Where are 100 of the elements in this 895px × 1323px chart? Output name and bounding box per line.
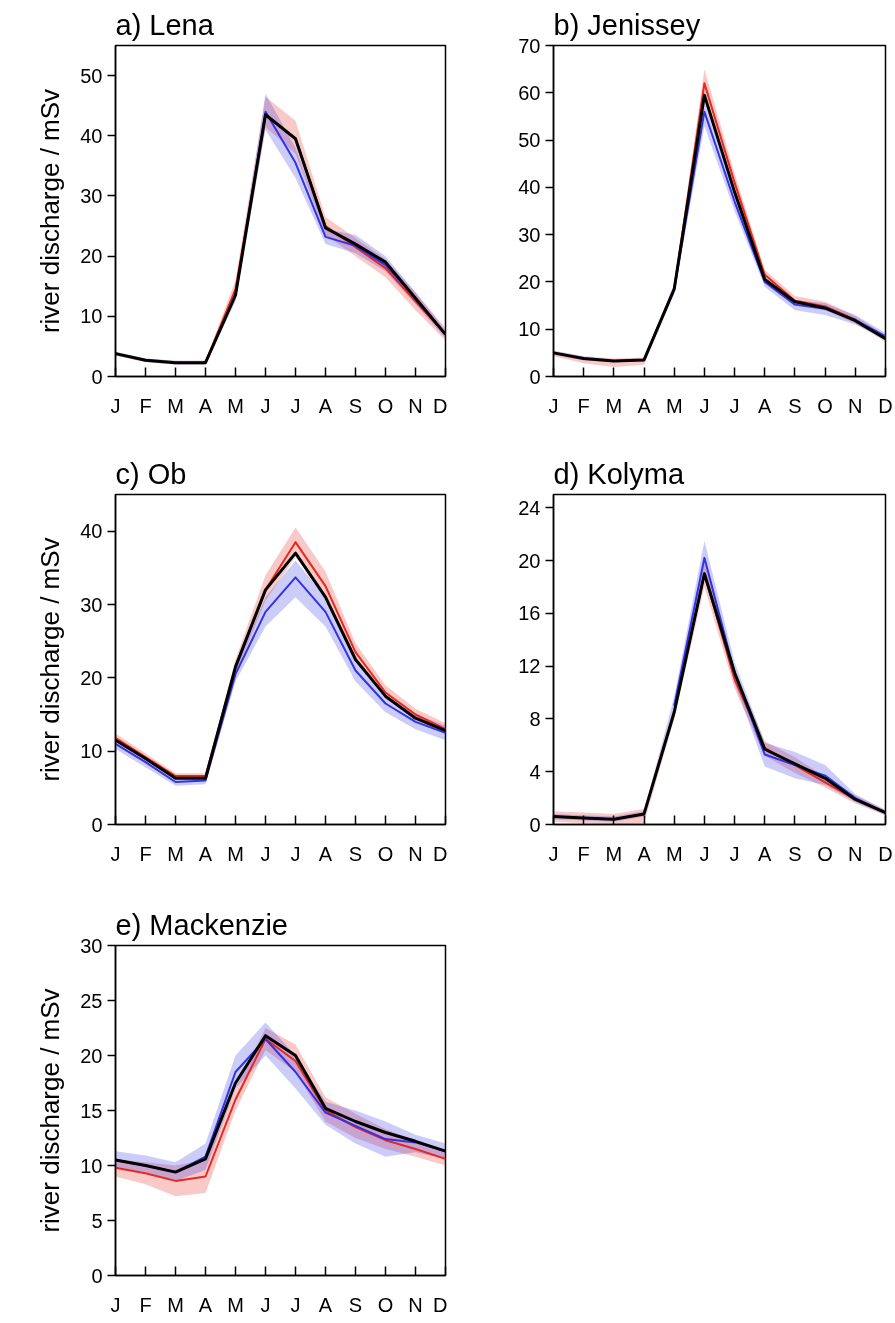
- x-tick-label: J: [290, 394, 301, 417]
- x-tick-label: M: [665, 842, 683, 865]
- x-tick-label: D: [433, 394, 448, 417]
- y-tick-label: 20: [518, 549, 541, 572]
- x-tick-label: J: [548, 842, 559, 865]
- x-tick-label: J: [110, 842, 121, 865]
- y-axis-title: river discharge / mSv: [35, 537, 66, 782]
- x-tick-label: F: [139, 1293, 152, 1316]
- y-tick-label: 30: [80, 934, 103, 957]
- x-tick-label: O: [817, 842, 833, 865]
- y-tick-label: 16: [518, 602, 541, 625]
- x-tick-label: J: [260, 842, 271, 865]
- y-axis-title: river discharge / mSv: [35, 88, 66, 334]
- x-tick-label: M: [227, 842, 244, 865]
- y-tick-label: 30: [80, 593, 103, 616]
- x-tick-label: S: [348, 1293, 363, 1316]
- y-tick-label: 30: [80, 184, 103, 207]
- x-tick-label: N: [848, 394, 863, 417]
- x-tick-label: F: [577, 394, 590, 417]
- x-tick-label: A: [318, 1293, 333, 1316]
- y-tick-label: 20: [80, 1044, 103, 1067]
- x-tick-label: J: [290, 842, 301, 865]
- y-tick-label: 10: [80, 740, 103, 763]
- x-tick-label: D: [878, 842, 893, 865]
- chart-title: c) Ob: [115, 457, 187, 490]
- x-tick-label: J: [729, 394, 740, 417]
- x-tick-label: M: [605, 842, 623, 865]
- x-tick-label: S: [788, 842, 802, 865]
- y-tick-label: 24: [518, 496, 541, 519]
- x-tick-label: A: [198, 842, 213, 865]
- x-tick-label: M: [227, 1293, 244, 1316]
- x-tick-label: M: [167, 394, 184, 417]
- y-tick-label: 60: [518, 81, 541, 104]
- y-tick-label: 0: [91, 365, 103, 388]
- x-tick-label: A: [198, 1293, 213, 1316]
- x-tick-label: N: [848, 842, 863, 865]
- x-tick-label: M: [227, 394, 244, 417]
- y-tick-label: 8: [529, 707, 541, 730]
- x-tick-label: A: [637, 842, 652, 865]
- y-tick-label: 20: [80, 666, 103, 689]
- x-tick-label: A: [318, 842, 333, 865]
- y-tick-label: 12: [518, 655, 541, 678]
- y-tick-label: 10: [80, 305, 103, 328]
- x-tick-label: N: [408, 394, 423, 417]
- y-tick-label: 0: [91, 1264, 103, 1287]
- y-tick-label: 15: [80, 1099, 103, 1122]
- x-tick-label: O: [377, 842, 394, 865]
- y-tick-label: 5: [91, 1209, 103, 1232]
- y-tick-label: 10: [80, 1154, 103, 1177]
- x-tick-label: A: [198, 394, 213, 417]
- y-tick-label: 0: [91, 813, 103, 836]
- x-tick-label: A: [637, 394, 652, 417]
- x-tick-label: J: [110, 394, 121, 417]
- x-tick-label: J: [290, 1293, 301, 1316]
- x-tick-label: A: [758, 394, 773, 417]
- y-tick-label: 50: [518, 129, 541, 152]
- y-tick-label: 40: [80, 124, 103, 147]
- y-tick-label: 70: [518, 34, 541, 57]
- x-tick-label: S: [348, 842, 363, 865]
- x-tick-label: M: [605, 394, 623, 417]
- x-tick-label: S: [348, 394, 363, 417]
- y-tick-label: 4: [529, 760, 541, 783]
- x-tick-label: M: [665, 394, 683, 417]
- x-tick-label: J: [699, 394, 710, 417]
- y-tick-label: 30: [518, 223, 541, 246]
- y-tick-label: 20: [80, 245, 103, 268]
- x-tick-label: M: [167, 1293, 184, 1316]
- x-tick-label: D: [878, 394, 893, 417]
- x-tick-label: F: [577, 842, 590, 865]
- y-tick-label: 50: [80, 64, 103, 87]
- x-tick-label: D: [433, 842, 448, 865]
- chart-title: a) Lena: [115, 8, 215, 41]
- x-tick-label: N: [408, 1293, 423, 1316]
- y-tick-label: 10: [518, 318, 541, 341]
- y-axis-title: river discharge / mSv: [35, 988, 66, 1233]
- x-tick-label: J: [699, 842, 710, 865]
- x-tick-label: D: [433, 1293, 448, 1316]
- x-tick-label: M: [167, 842, 184, 865]
- x-tick-label: F: [139, 394, 152, 417]
- chart-title: e) Mackenzie: [115, 908, 288, 941]
- x-tick-label: S: [788, 394, 802, 417]
- y-tick-label: 40: [80, 520, 103, 543]
- x-tick-label: O: [377, 1293, 394, 1316]
- chart-title: b) Jenissey: [553, 8, 701, 41]
- chart-title: d) Kolyma: [553, 457, 685, 490]
- x-tick-label: O: [817, 394, 833, 417]
- x-tick-label: F: [139, 842, 152, 865]
- x-tick-label: A: [758, 842, 773, 865]
- y-tick-label: 40: [518, 176, 541, 199]
- x-tick-label: J: [260, 394, 271, 417]
- y-tick-label: 25: [80, 989, 103, 1012]
- x-tick-label: A: [318, 394, 333, 417]
- y-tick-label: 0: [529, 365, 541, 388]
- x-tick-label: J: [110, 1293, 121, 1316]
- y-tick-label: 0: [529, 813, 541, 836]
- x-tick-label: J: [260, 1293, 271, 1316]
- x-tick-label: J: [548, 394, 559, 417]
- x-tick-label: O: [377, 394, 394, 417]
- x-tick-label: N: [408, 842, 423, 865]
- x-tick-label: J: [729, 842, 740, 865]
